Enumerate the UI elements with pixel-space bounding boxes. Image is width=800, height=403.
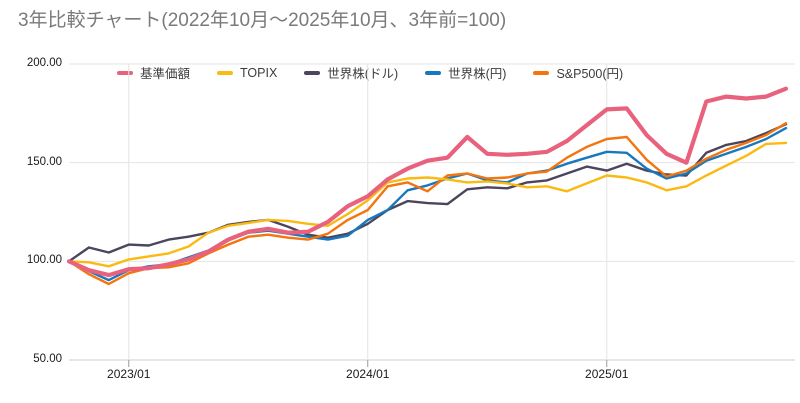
series-line-1 bbox=[66, 86, 789, 278]
legend-swatch-icon bbox=[117, 70, 133, 75]
legend-swatch-icon bbox=[217, 70, 234, 75]
legend-item[interactable]: 基準価額 bbox=[117, 63, 190, 82]
x-axis-label: 2025/01 bbox=[585, 367, 629, 381]
legend-item[interactable]: 世界株(円) bbox=[425, 63, 506, 82]
legend-label: TOPIX bbox=[240, 65, 278, 80]
legend-label: 世界株(ドル) bbox=[327, 67, 399, 81]
y-axis-label: 50.00 bbox=[33, 353, 62, 365]
y-axis-label: 100.00 bbox=[26, 254, 62, 267]
chart-title: 3年比較チャート(2022年10月〜2025年10月、3年前=100) bbox=[18, 10, 507, 31]
legend-swatch-icon bbox=[533, 70, 550, 75]
legend-swatch-icon bbox=[304, 70, 321, 75]
y-axis-label: 200.00 bbox=[26, 57, 62, 69]
series-line-5 bbox=[67, 121, 788, 286]
legend-swatch-icon bbox=[425, 70, 442, 75]
legend-label: 基準価額 bbox=[140, 67, 191, 81]
series-line-2 bbox=[67, 141, 788, 268]
legend-item[interactable]: TOPIX bbox=[217, 66, 277, 80]
legend-label: 世界株(円) bbox=[448, 67, 507, 81]
x-axis-label: 2024/01 bbox=[346, 367, 390, 381]
legend-item[interactable]: 世界株(ドル) bbox=[304, 63, 398, 82]
x-axis-label: 2023/01 bbox=[107, 367, 151, 381]
chart-legend: 基準価額 TOPIX 世界株(ドル) 世界株(円) S&P500(円) bbox=[117, 63, 623, 82]
y-axis-label: 150.00 bbox=[26, 155, 62, 168]
series-line-3 bbox=[67, 122, 788, 263]
